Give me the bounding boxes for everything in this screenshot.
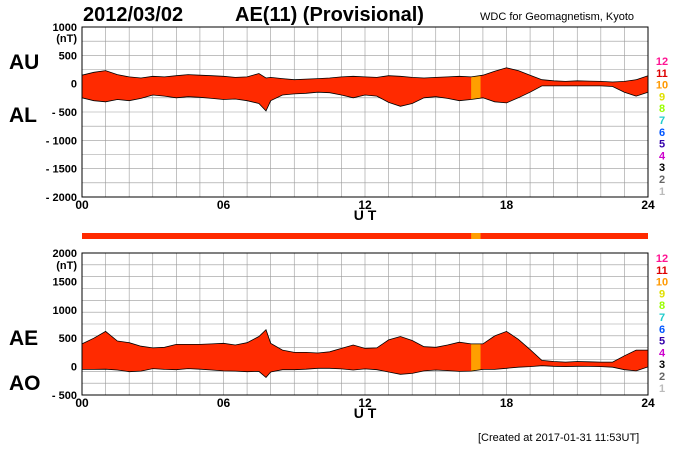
- y-tick-label: 1500: [53, 276, 77, 288]
- plot-frame: [81, 252, 649, 396]
- x-tick-label: 12: [358, 396, 372, 410]
- y-tick-label: 2000: [53, 248, 77, 260]
- y-tick-label: - 500: [52, 390, 77, 402]
- series-line-ae: [81, 328, 648, 363]
- level-legend-item: 6: [659, 127, 665, 139]
- level-legend-item: 11: [656, 265, 668, 277]
- envelope-fill: [82, 67, 648, 111]
- x-tick-label: 12: [358, 198, 372, 212]
- highlight-fill: [471, 343, 481, 372]
- y-unit-label: (nT): [56, 260, 77, 272]
- x-tick-label: 18: [500, 396, 514, 410]
- level-legend-item: 1: [659, 383, 665, 395]
- data-status-highlight: [471, 233, 481, 239]
- x-tick-label: 00: [75, 198, 89, 212]
- level-legend-item: 9: [659, 288, 665, 300]
- level-legend-item: 5: [659, 139, 665, 151]
- al-label: AL: [9, 104, 37, 127]
- level-legend-item: 12: [656, 253, 668, 265]
- level-legend-item: 3: [659, 359, 665, 371]
- y-tick-label: 1000: [53, 22, 77, 34]
- level-legend-item: 12: [656, 56, 668, 68]
- x-axis-label: U T: [354, 405, 377, 421]
- chart-date: 2012/03/02: [83, 4, 184, 26]
- y-tick-label: - 500: [52, 107, 77, 119]
- level-legend-item: 3: [659, 162, 665, 174]
- data-status-bar: [82, 233, 648, 239]
- plot-frame: [81, 26, 649, 198]
- created-timestamp: [Created at 2017-01-31 11:53UT]: [478, 432, 640, 444]
- x-tick-label: 24: [641, 198, 655, 212]
- ao-label: AO: [9, 372, 41, 395]
- series-line-ao: [82, 365, 649, 378]
- chart-title: AE(11) (Provisional): [235, 4, 424, 26]
- level-legend-item: 6: [659, 324, 665, 336]
- y-tick-label: 0: [71, 79, 77, 91]
- au-label: AU: [9, 51, 40, 74]
- level-legend-item: 5: [659, 336, 665, 348]
- y-tick-label: 500: [59, 50, 77, 62]
- y-tick-label: - 1500: [46, 164, 77, 176]
- x-tick-label: 00: [75, 396, 89, 410]
- x-tick-label: 18: [500, 198, 514, 212]
- level-legend-item: 1: [659, 186, 665, 198]
- ae-label: AE: [9, 327, 39, 350]
- level-legend-item: 9: [659, 91, 665, 103]
- y-tick-label: - 2000: [46, 192, 77, 204]
- level-legend-item: 7: [659, 115, 665, 127]
- level-legend-item: 10: [656, 277, 668, 289]
- level-legend-item: 8: [659, 103, 665, 115]
- envelope-fill: [82, 329, 648, 378]
- au-al-panel: 1000 500 0 - 500 - 1000 - 1500 - 2000 (nT) 00 06 1…: [46, 22, 668, 223]
- y-unit-label: (nT): [56, 33, 77, 45]
- series-line-al: [81, 85, 649, 112]
- level-legend-item: 10: [656, 80, 668, 92]
- highlight-fill: [471, 75, 481, 100]
- level-legend-item: 7: [659, 312, 665, 324]
- x-axis-label: U T: [354, 207, 377, 223]
- level-legend-item: 2: [659, 174, 665, 186]
- y-tick-label: - 1000: [46, 135, 77, 147]
- series-line-au: [81, 67, 649, 83]
- level-legend-item: 4: [659, 150, 666, 162]
- y-tick-label: 500: [59, 333, 77, 345]
- level-legend-item: 11: [656, 68, 668, 80]
- level-legend-item: 8: [659, 300, 665, 312]
- x-tick-label: 24: [641, 396, 655, 410]
- y-tick-label: 0: [71, 362, 77, 374]
- y-tick-label: 1000: [53, 305, 77, 317]
- level-legend-item: 2: [659, 371, 665, 383]
- x-tick-label: 06: [217, 396, 231, 410]
- level-legend-item: 4: [659, 347, 666, 359]
- x-tick-label: 06: [217, 198, 231, 212]
- organization-label: WDC for Geomagnetism, Kyoto: [480, 11, 635, 23]
